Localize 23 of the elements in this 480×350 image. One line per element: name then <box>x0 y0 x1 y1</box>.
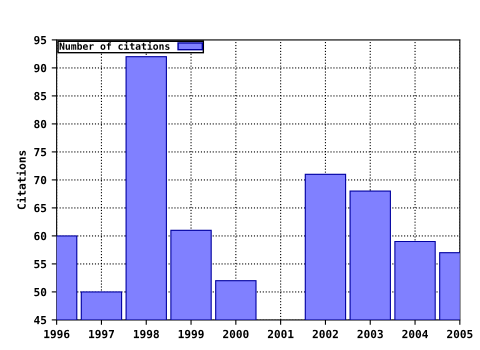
x-tick-label: 2001 <box>268 330 294 338</box>
y-tick-label: 65 <box>34 204 46 212</box>
y-tick-label: 60 <box>34 232 46 240</box>
legend-label: Number of citations <box>60 42 170 50</box>
y-tick-label: 45 <box>34 316 46 324</box>
y-tick-label: 90 <box>34 64 46 72</box>
y-tick-label: 55 <box>34 260 46 268</box>
x-tick-label: 2002 <box>312 330 338 338</box>
x-tick-label: 1996 <box>44 330 70 338</box>
x-tick-label: 1999 <box>178 330 204 338</box>
y-tick-label: 50 <box>34 288 46 296</box>
y-tick-label: 75 <box>34 148 46 156</box>
y-tick-label: 85 <box>34 92 46 100</box>
x-tick-label: 1997 <box>89 330 114 338</box>
y-tick-label: 80 <box>34 120 46 128</box>
x-tick-label: 2004 <box>402 330 428 338</box>
x-tick-label: 2005 <box>447 330 472 338</box>
y-tick-label: 95 <box>34 36 46 44</box>
y-axis-title: Citations <box>16 150 26 210</box>
x-tick-label: 2000 <box>223 330 249 338</box>
x-tick-label: 1998 <box>134 330 159 338</box>
x-tick-label: 2003 <box>357 330 383 338</box>
y-tick-label: 70 <box>34 176 46 184</box>
